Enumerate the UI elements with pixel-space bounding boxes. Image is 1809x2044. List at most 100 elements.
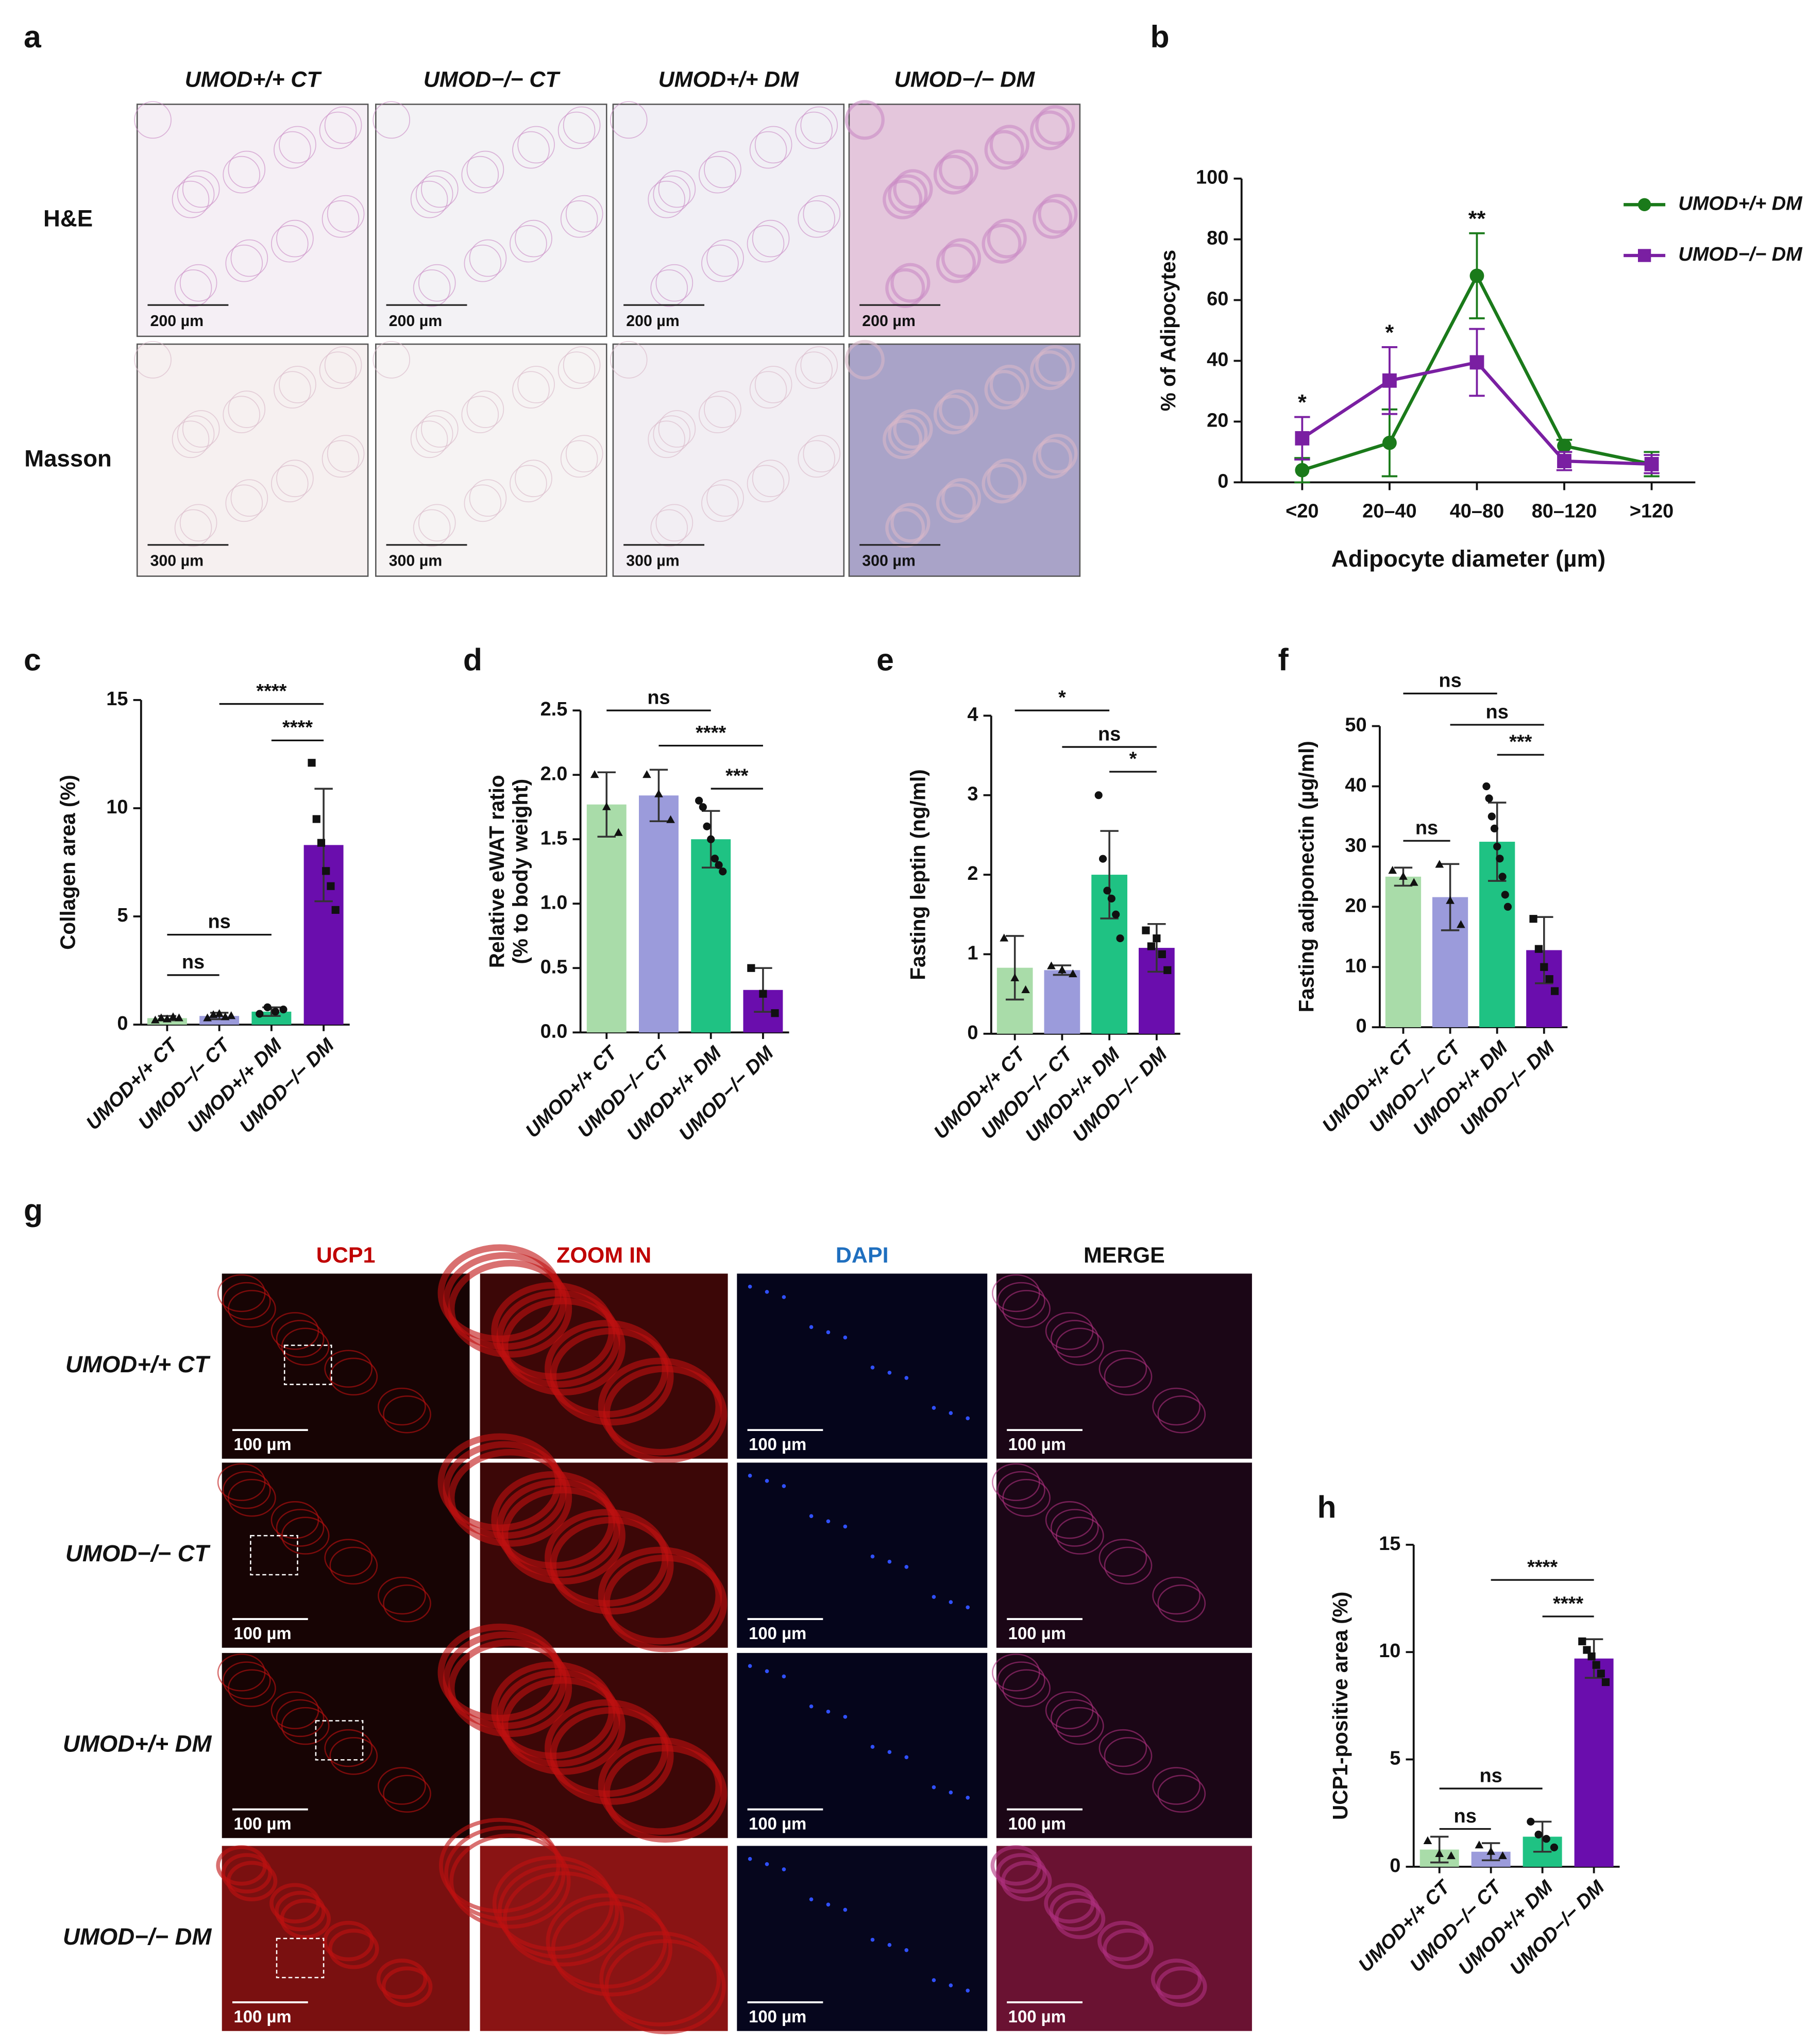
tissue-texture: [177, 175, 215, 213]
tissue-texture: [655, 264, 694, 302]
cell-outline: [995, 1853, 1047, 1894]
cell-outline: [448, 1449, 572, 1547]
tissue-texture: [650, 269, 688, 307]
tissue-texture: [464, 244, 502, 282]
tissue-texture: [844, 100, 885, 140]
data-point: [1021, 985, 1030, 993]
cell-outline: [1002, 1290, 1051, 1328]
micrograph: [375, 343, 607, 577]
data-point: [227, 1011, 236, 1019]
tissue-texture: [888, 414, 928, 454]
data-point: [1550, 987, 1559, 995]
y-tick-label: 15: [1379, 1533, 1400, 1555]
tissue-texture: [510, 465, 547, 503]
significance: ns: [1415, 817, 1438, 839]
scale-bar-label: 200 µm: [862, 313, 916, 330]
nucleus: [782, 1867, 786, 1871]
tissue-texture: [890, 263, 931, 303]
nucleus: [904, 1755, 909, 1760]
cell-outline: [324, 1729, 373, 1767]
tissue-texture: [798, 200, 835, 238]
tissue-texture: [515, 459, 552, 498]
error-bar: [1100, 830, 1119, 919]
point: [1469, 268, 1484, 283]
fluorescence-image: [737, 1462, 988, 1648]
tissue-texture: [515, 219, 552, 258]
row-label: H&E: [43, 206, 93, 232]
scale-bar-label: 300 µm: [150, 553, 204, 570]
cell-outline: [222, 1282, 271, 1320]
cell-outline: [281, 1327, 330, 1366]
panel-letter: a: [24, 19, 42, 54]
data-point: [1592, 1661, 1600, 1669]
cell-outline: [323, 1920, 374, 1962]
zoom-box: [276, 1937, 325, 1979]
tissue-texture: [941, 238, 982, 278]
data-point: [1147, 942, 1155, 950]
nucleus: [809, 1897, 814, 1901]
data-point: [1601, 1678, 1610, 1687]
x-tick-label: UMOD−/− DM: [235, 1034, 339, 1137]
significance: ns: [182, 951, 205, 973]
data-point: [666, 815, 675, 823]
tissue-texture: [327, 435, 365, 472]
micrograph: [612, 343, 845, 577]
point: [1382, 435, 1397, 450]
cell-outline: [496, 1290, 620, 1388]
scale-bar-label: 100 µm: [749, 1814, 806, 1833]
significance: ****: [256, 680, 286, 702]
tissue-texture: [933, 395, 973, 435]
scale-bar-label: 100 µm: [1008, 1435, 1066, 1454]
tissue-texture: [327, 195, 365, 233]
nucleus: [949, 1600, 953, 1604]
tissue-texture: [941, 478, 982, 518]
row-label: Masson: [24, 445, 112, 471]
tissue-texture: [1035, 345, 1075, 385]
y-tick-label: 0.5: [540, 956, 568, 978]
tissue-texture: [658, 170, 696, 208]
cell-outline: [1156, 1966, 1207, 2007]
data-point: [1098, 855, 1107, 863]
cell-outline: [448, 1639, 572, 1738]
cell-outline: [604, 1939, 726, 2035]
zoom-box: [283, 1344, 332, 1385]
tissue-texture: [134, 101, 172, 139]
nucleus: [765, 1669, 769, 1674]
data-point: [695, 796, 703, 805]
cell-outline: [501, 1487, 625, 1585]
significance: *: [1385, 320, 1394, 345]
nucleus: [949, 1411, 953, 1416]
nucleus: [887, 1943, 892, 1947]
cell-outline: [228, 1669, 276, 1707]
tissue-texture: [230, 479, 268, 517]
point: [1557, 438, 1571, 453]
y-axis-label: Relative eWAT ratio: [485, 775, 509, 968]
cell-outline: [228, 1290, 276, 1328]
data-point: [1116, 934, 1124, 943]
tissue-texture: [655, 504, 694, 542]
tissue-texture: [701, 484, 739, 522]
tissue-texture: [373, 341, 411, 379]
tissue-texture: [174, 509, 212, 547]
scale-bar-label: 100 µm: [749, 1624, 806, 1643]
cell-outline: [603, 1365, 728, 1463]
tissue-texture: [747, 465, 785, 503]
cell-outline: [448, 1259, 572, 1358]
tissue-texture: [982, 224, 1022, 264]
cell-outline: [501, 1298, 625, 1396]
tissue-texture: [410, 420, 448, 458]
tissue-texture: [279, 126, 316, 164]
data-point: [1409, 878, 1418, 886]
tissue-texture: [324, 346, 362, 384]
data-point: [1163, 966, 1172, 974]
tissue-texture: [795, 111, 833, 149]
cell-outline: [1001, 1861, 1052, 1901]
tissue-texture: [469, 479, 507, 517]
tissue-texture: [1038, 194, 1078, 234]
scale-bar-label: 100 µm: [1008, 1814, 1066, 1833]
tissue-texture: [274, 371, 311, 408]
point: [1469, 355, 1484, 370]
significance: ***: [1509, 731, 1532, 753]
tissue-texture: [1033, 199, 1073, 239]
tissue-texture: [885, 268, 925, 308]
